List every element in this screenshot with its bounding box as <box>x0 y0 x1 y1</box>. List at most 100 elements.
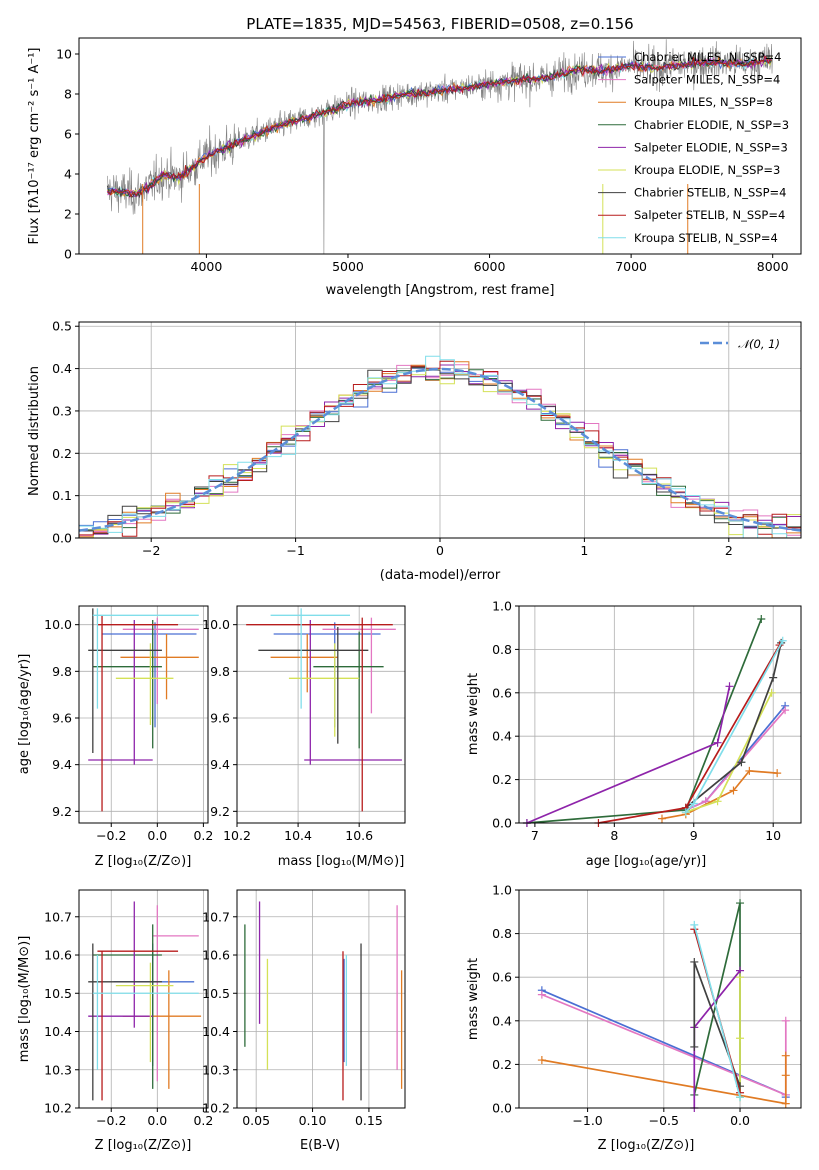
age-vs-Z-xtick-label: 0.2 <box>193 828 213 843</box>
age-vs-Z-point <box>120 634 199 700</box>
weight-vs-Z-marker <box>781 1016 790 1025</box>
residual-histogram <box>79 355 801 539</box>
residuals-ytick-label: 0.1 <box>52 488 72 503</box>
mass-vs-Z-xtick-label: 0.0 <box>147 1113 167 1128</box>
mass-vs-EBV-xlabel: E(B-V) <box>300 1138 340 1153</box>
weight-vs-age-marker <box>745 766 754 775</box>
spectrum-frame <box>78 37 802 255</box>
weight-vs-age-ytick-label: 0.8 <box>492 642 512 657</box>
residual-legend-label: 𝒩(0, 1) <box>738 337 780 351</box>
age-vs-mass-point <box>246 617 393 812</box>
weight-vs-Z-xlabel: Z [log₁₀(Z/Z⊙)] <box>598 1138 695 1153</box>
spectrum-xtick-label: 8000 <box>757 259 789 274</box>
spectrum-ytick-label: 10 <box>56 47 72 62</box>
weight-vs-age-ytick-label: 0.0 <box>492 816 512 831</box>
mass-vs-Z-ytick-label: 10.5 <box>44 986 72 1001</box>
age-vs-Z-xtick-label: 0.0 <box>147 828 167 843</box>
residuals-ytick-label: 0.4 <box>52 361 72 376</box>
weight-vs-Z-xtick-label: −1.0 <box>572 1113 602 1128</box>
mass-vs-Z-point <box>88 901 153 1028</box>
residuals-ytick-label: 0.0 <box>52 531 72 546</box>
mass-vs-EBV-panel: 0.05 0.10 0.15 10.2 10.3 10.4 10.5 10.6 10.7 E(B… <box>202 889 406 1153</box>
residuals-ytick-label: 0.5 <box>52 319 72 334</box>
spectrum-ytick-label: 4 <box>64 167 72 182</box>
age-vs-mass-panel: 10.2 10.4 10.6 9.2 9.4 9.6 9.8 10.0 mass [log₁₀… <box>202 605 406 869</box>
age-vs-mass-ytick-label: 9.2 <box>210 804 230 819</box>
weight-vs-age-marker <box>657 814 666 823</box>
weight-vs-Z-marker <box>690 920 699 929</box>
residuals-xtick-label: 1 <box>580 543 588 558</box>
mass-vs-EBV-ytick-label: 10.5 <box>202 986 230 1001</box>
residual-panel: −2 −1 0 1 2 0.0 0.1 0.2 0.3 0.4 0.5 𝒩(0, 1) (data-m… <box>27 319 802 583</box>
age-vs-Z-xtick-label: −0.2 <box>96 828 126 843</box>
age-vs-mass-point <box>270 608 351 709</box>
normal-curve <box>78 367 802 532</box>
mass-vs-Z-point <box>97 950 179 1101</box>
spectrum-panel: 4000 5000 6000 7000 8000 0 2 4 6 8 10 Chabrier MILE… <box>27 37 802 298</box>
weight-vs-age-ytick-label: 0.4 <box>492 729 512 744</box>
weight-vs-age-ytick-label: 0.2 <box>492 772 512 787</box>
age-vs-mass-point <box>313 631 384 749</box>
weight-vs-age-line <box>685 642 782 809</box>
weight-vs-Z-ytick-label: 1.0 <box>492 883 512 898</box>
weight-vs-age-marker <box>729 786 738 795</box>
residuals-ytick-label: 0.2 <box>52 446 72 461</box>
mass-vs-Z-ytick-label: 10.6 <box>44 948 72 963</box>
weight-vs-age-xtick-label: 8 <box>610 828 618 843</box>
weight-vs-Z-marker <box>781 1099 790 1108</box>
mass-vs-EBV-ytick-label: 10.4 <box>202 1024 230 1039</box>
age-vs-mass-xtick-label: 10.4 <box>284 828 312 843</box>
weight-vs-age-marker <box>713 797 722 806</box>
weight-vs-age-xtick-label: 10 <box>765 828 781 843</box>
spectrum-legend-label: Kroupa STELIB, N_SSP=4 <box>634 231 778 245</box>
weight-vs-Z-marker <box>781 1051 790 1060</box>
mass-vs-EBV-xtick-label: 0.05 <box>242 1113 270 1128</box>
age-vs-mass-frame <box>236 605 406 824</box>
weight-vs-age-marker <box>781 706 790 715</box>
weight-vs-Z-marker <box>736 899 745 908</box>
residuals-frame <box>78 321 802 539</box>
mass-vs-Z-ylabel: mass [log₁₀(M/M⊙)] <box>17 936 32 1063</box>
age-vs-Z-point <box>88 620 153 765</box>
residuals-xtick-label: 2 <box>725 543 733 558</box>
age-vs-mass-point <box>270 634 338 693</box>
spectrum-xtick-label: 6000 <box>474 259 506 274</box>
mass-vs-EBV-frame <box>236 889 406 1109</box>
spectrum-ytick-label: 6 <box>64 127 72 142</box>
mass-vs-Z-ytick-label: 10.7 <box>44 909 72 924</box>
spectrum-legend-label: Chabrier STELIB, N_SSP=4 <box>634 186 786 200</box>
spectrum-ytick-label: 8 <box>64 87 72 102</box>
weight-vs-Z-marker <box>537 1056 546 1065</box>
residuals-ytick-label: 0.3 <box>52 403 72 418</box>
mass-vs-Z-xtick-label: −0.2 <box>96 1113 126 1128</box>
weight-vs-age-line <box>661 770 778 820</box>
residuals-xtick-label: −2 <box>142 543 160 558</box>
spectrum-legend-label: Salpeter STELIB, N_SSP=4 <box>634 208 785 222</box>
mass-vs-Z-panel: −0.2 0.0 0.2 10.2 10.3 10.4 10.5 10.6 10.7 Z [lo… <box>17 889 213 1153</box>
age-vs-Z-point <box>88 608 162 753</box>
age-vs-Z-ytick-label: 10.0 <box>44 617 72 632</box>
weight-vs-age-ytick-label: 0.6 <box>492 685 512 700</box>
mass-vs-EBV-ytick-label: 10.6 <box>202 948 230 963</box>
weight-vs-Z-xtick-label: −0.5 <box>649 1113 679 1128</box>
age-vs-Z-point <box>92 608 199 709</box>
age-vs-mass-point <box>304 620 402 765</box>
weight-vs-Z-line <box>693 970 741 1108</box>
weight-vs-Z-xtick-label: 0.0 <box>730 1113 750 1128</box>
weight-vs-Z-line <box>693 924 741 1098</box>
weight-vs-age-frame <box>518 605 802 824</box>
weight-vs-age-xtick-label: 9 <box>690 828 698 843</box>
mass-vs-Z-ytick-label: 10.2 <box>44 1101 72 1116</box>
age-vs-mass-ytick-label: 9.6 <box>210 711 230 726</box>
age-vs-Z-xlabel: Z [log₁₀(Z/Z⊙)] <box>95 854 192 869</box>
age-vs-Z-point <box>97 615 179 812</box>
residual-xlabel: (data-model)/error <box>380 568 501 583</box>
weight-vs-age-marker <box>778 636 787 645</box>
mass-vs-Z-frame <box>78 889 209 1109</box>
mass-vs-Z-xlabel: Z [log₁₀(Z/Z⊙)] <box>95 1138 192 1153</box>
weight-vs-age-ylabel: mass weight <box>466 673 481 755</box>
weight-vs-age-marker <box>773 769 782 778</box>
weight-vs-Z-ytick-label: 0.2 <box>492 1057 512 1072</box>
age-vs-Z-frame <box>78 605 209 824</box>
spectrum-ytick-label: 0 <box>64 247 72 262</box>
